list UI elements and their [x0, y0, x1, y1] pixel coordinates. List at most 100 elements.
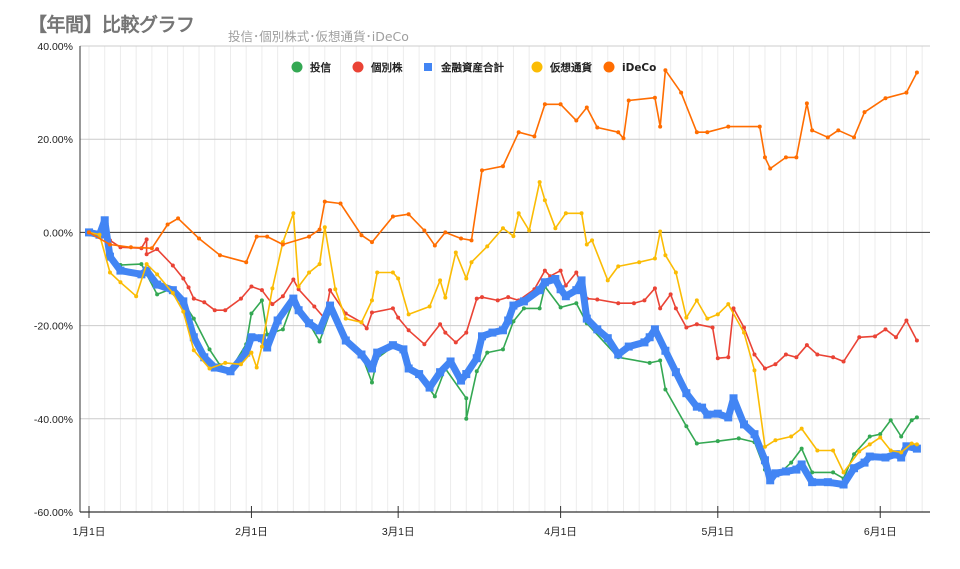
data-point — [527, 228, 532, 233]
legend-circle-icon — [291, 61, 303, 73]
data-point — [472, 354, 481, 363]
data-point — [144, 262, 149, 267]
legend-label: 仮想通貨 — [549, 61, 592, 74]
data-point — [542, 268, 547, 273]
data-point — [799, 446, 804, 451]
data-point — [726, 124, 731, 129]
data-point — [713, 409, 722, 418]
data-point — [359, 320, 364, 325]
data-point — [584, 105, 589, 110]
data-point — [771, 469, 780, 478]
data-point — [485, 244, 490, 249]
data-point — [684, 325, 689, 330]
data-point — [595, 125, 600, 130]
data-point — [207, 347, 212, 352]
data-point — [888, 448, 893, 453]
data-point — [259, 298, 264, 303]
data-point — [883, 96, 888, 101]
data-point — [621, 136, 626, 141]
data-point — [375, 270, 380, 275]
data-point — [694, 298, 699, 303]
axes: 40.00% 20.00% 0.00% -20.00% -40.00% -60.00%1月… — [34, 41, 930, 538]
data-point — [783, 352, 788, 357]
data-point — [831, 470, 836, 475]
data-point — [223, 308, 228, 313]
legend-circle-icon — [603, 61, 615, 73]
data-point — [768, 166, 773, 171]
data-point — [658, 306, 663, 311]
data-point — [663, 253, 668, 258]
data-point — [698, 403, 707, 412]
series-4 — [87, 68, 919, 265]
data-point — [436, 368, 445, 377]
data-point — [553, 226, 558, 231]
legend-circle-icon — [531, 61, 543, 73]
data-point — [909, 418, 914, 423]
data-point — [446, 357, 455, 366]
data-point — [726, 302, 731, 307]
data-point — [897, 453, 906, 462]
data-point — [862, 110, 867, 115]
data-point — [464, 330, 469, 335]
data-point — [579, 211, 584, 216]
data-point — [519, 297, 528, 306]
data-point — [210, 363, 219, 372]
data-point — [480, 295, 484, 300]
data-point — [312, 304, 317, 309]
data-point — [797, 460, 806, 469]
data-point — [839, 480, 848, 489]
data-point — [165, 222, 170, 227]
data-point — [333, 287, 338, 292]
data-point — [537, 180, 542, 185]
data-point — [500, 347, 505, 352]
data-point — [506, 295, 511, 300]
data-point — [155, 247, 160, 252]
data-point — [118, 280, 123, 285]
data-point — [511, 234, 516, 239]
data-point — [396, 276, 401, 281]
data-point — [457, 376, 466, 385]
legend-item: 仮想通貨 — [531, 61, 592, 74]
data-point — [658, 229, 663, 234]
data-point — [804, 343, 809, 348]
data-point — [682, 389, 691, 398]
data-point — [715, 312, 720, 317]
data-point — [593, 325, 602, 334]
data-point — [537, 306, 542, 311]
data-point — [626, 98, 631, 103]
data-point — [742, 330, 746, 335]
data-point — [773, 438, 778, 443]
data-point — [341, 336, 350, 345]
legend-label: 投信 — [310, 61, 331, 74]
data-point — [752, 352, 757, 357]
data-point — [532, 134, 537, 139]
data-point — [731, 306, 736, 311]
data-point — [280, 327, 285, 332]
data-point — [415, 370, 424, 379]
series-2 — [85, 216, 921, 489]
data-point — [823, 478, 832, 487]
data-point — [186, 285, 191, 290]
data-point — [850, 464, 859, 473]
data-point — [107, 242, 112, 247]
series-0 — [87, 221, 919, 485]
data-point — [652, 95, 657, 100]
data-point — [762, 366, 767, 371]
data-point — [902, 442, 911, 451]
data-point — [137, 270, 146, 279]
data-point — [542, 198, 547, 203]
data-point — [373, 348, 382, 357]
data-point — [574, 270, 579, 275]
data-point — [860, 458, 869, 467]
data-point — [642, 298, 647, 303]
data-point — [815, 448, 820, 453]
data-point — [488, 328, 497, 337]
data-point — [888, 418, 893, 423]
data-point — [852, 135, 857, 140]
data-point — [661, 346, 670, 355]
data-point — [904, 318, 909, 323]
chart-subtitle: 投信･個別株式･仮想通貨･iDeCo — [228, 29, 409, 44]
data-point — [212, 308, 217, 313]
data-point — [658, 358, 663, 363]
x-tick-label: 2月1日 — [235, 526, 268, 538]
